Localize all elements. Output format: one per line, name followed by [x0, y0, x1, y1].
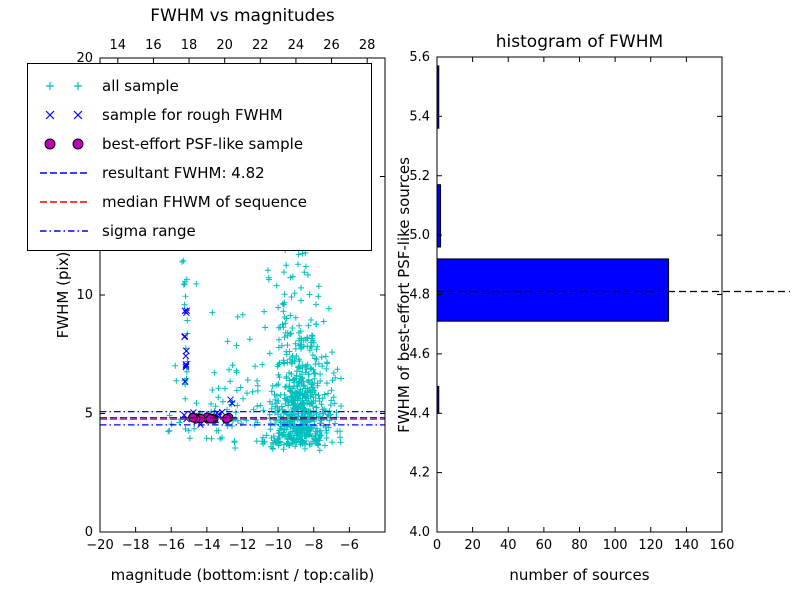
tick-label: 160	[710, 538, 735, 553]
tick-label: 22	[252, 38, 269, 53]
tick-label: 26	[323, 38, 340, 53]
legend-item: all sample	[36, 71, 365, 100]
tick-label: 80	[571, 538, 588, 553]
tick-label: 0	[433, 538, 441, 553]
dashdot-line-legend-marker	[40, 229, 88, 232]
left-plot-title: FWHM vs magnitudes	[150, 6, 335, 26]
tick-label: 4.4	[409, 406, 430, 421]
right-plot-ylabel: FWHM of best-effort PSF-like sources	[395, 157, 413, 433]
tick-label: 18	[181, 38, 198, 53]
tick-label: −20	[86, 538, 113, 553]
legend-item: median FHWM of sequence	[36, 187, 365, 216]
tick-label: 16	[145, 38, 162, 53]
legend-item: sample for rough FWHM	[36, 100, 365, 129]
dashed-line-legend-marker	[40, 171, 88, 174]
legend-item-label: best-effort PSF-like sample	[102, 134, 304, 153]
scatter-series-plus	[165, 64, 344, 454]
legend-item-label: all sample	[102, 76, 179, 95]
tick-label: −6	[340, 538, 359, 553]
tick-label: 28	[359, 38, 376, 53]
tick-label: 120	[638, 538, 663, 553]
tick-label: 100	[603, 538, 628, 553]
right-plot-title: histogram of FWHM	[495, 32, 664, 52]
tick-label: 24	[288, 38, 305, 53]
tick-label: −8	[304, 538, 323, 553]
histogram-bar	[436, 258, 670, 322]
tick-label: 60	[536, 538, 553, 553]
tick-label: −10	[264, 538, 291, 553]
tick-label: 5	[85, 407, 93, 422]
tick-label: 0	[85, 525, 93, 540]
tick-label: 4.8	[409, 288, 430, 303]
legend-item: sigma range	[36, 216, 365, 245]
x-legend-marker	[45, 110, 83, 119]
legend-item-label: sigma range	[102, 221, 196, 240]
tick-label: 20	[76, 51, 93, 66]
tick-label: 20	[464, 538, 481, 553]
tick-label: 4.0	[409, 525, 430, 540]
tick-label: 5.4	[409, 109, 430, 124]
tick-label: 5.6	[409, 50, 430, 65]
tick-label: 4.6	[409, 347, 430, 362]
plus-legend-marker	[46, 81, 82, 90]
tick-label: 4.2	[409, 466, 430, 481]
tick-label: 10	[76, 288, 93, 303]
histogram-bar	[436, 184, 442, 248]
right-plot-xlabel: number of sources	[509, 566, 650, 584]
circle-legend-marker	[44, 138, 84, 149]
tick-label: 140	[674, 538, 699, 553]
legend-item-label: sample for rough FWHM	[102, 105, 283, 124]
tick-label: −16	[158, 538, 185, 553]
tick-label: 5.2	[409, 169, 430, 184]
legend-item: resultant FWHM: 4.82	[36, 158, 365, 187]
tick-label: −14	[193, 538, 220, 553]
legend-item: best-effort PSF-like sample	[36, 129, 365, 158]
tick-label: 20	[216, 38, 233, 53]
left-plot-xlabel: magnitude (bottom:isnt / top:calib)	[110, 566, 375, 584]
tick-label: −12	[229, 538, 256, 553]
legend: all sample sample for rough FWHM best-effo…	[27, 63, 372, 251]
tick-label: 5.0	[409, 228, 430, 243]
legend-item-label: resultant FWHM: 4.82	[102, 163, 265, 182]
dashed-line-legend-marker	[40, 200, 88, 203]
tick-label: 40	[500, 538, 517, 553]
legend-item-label: median FHWM of sequence	[102, 192, 307, 211]
tick-label: −18	[122, 538, 149, 553]
tick-label: 14	[110, 38, 127, 53]
